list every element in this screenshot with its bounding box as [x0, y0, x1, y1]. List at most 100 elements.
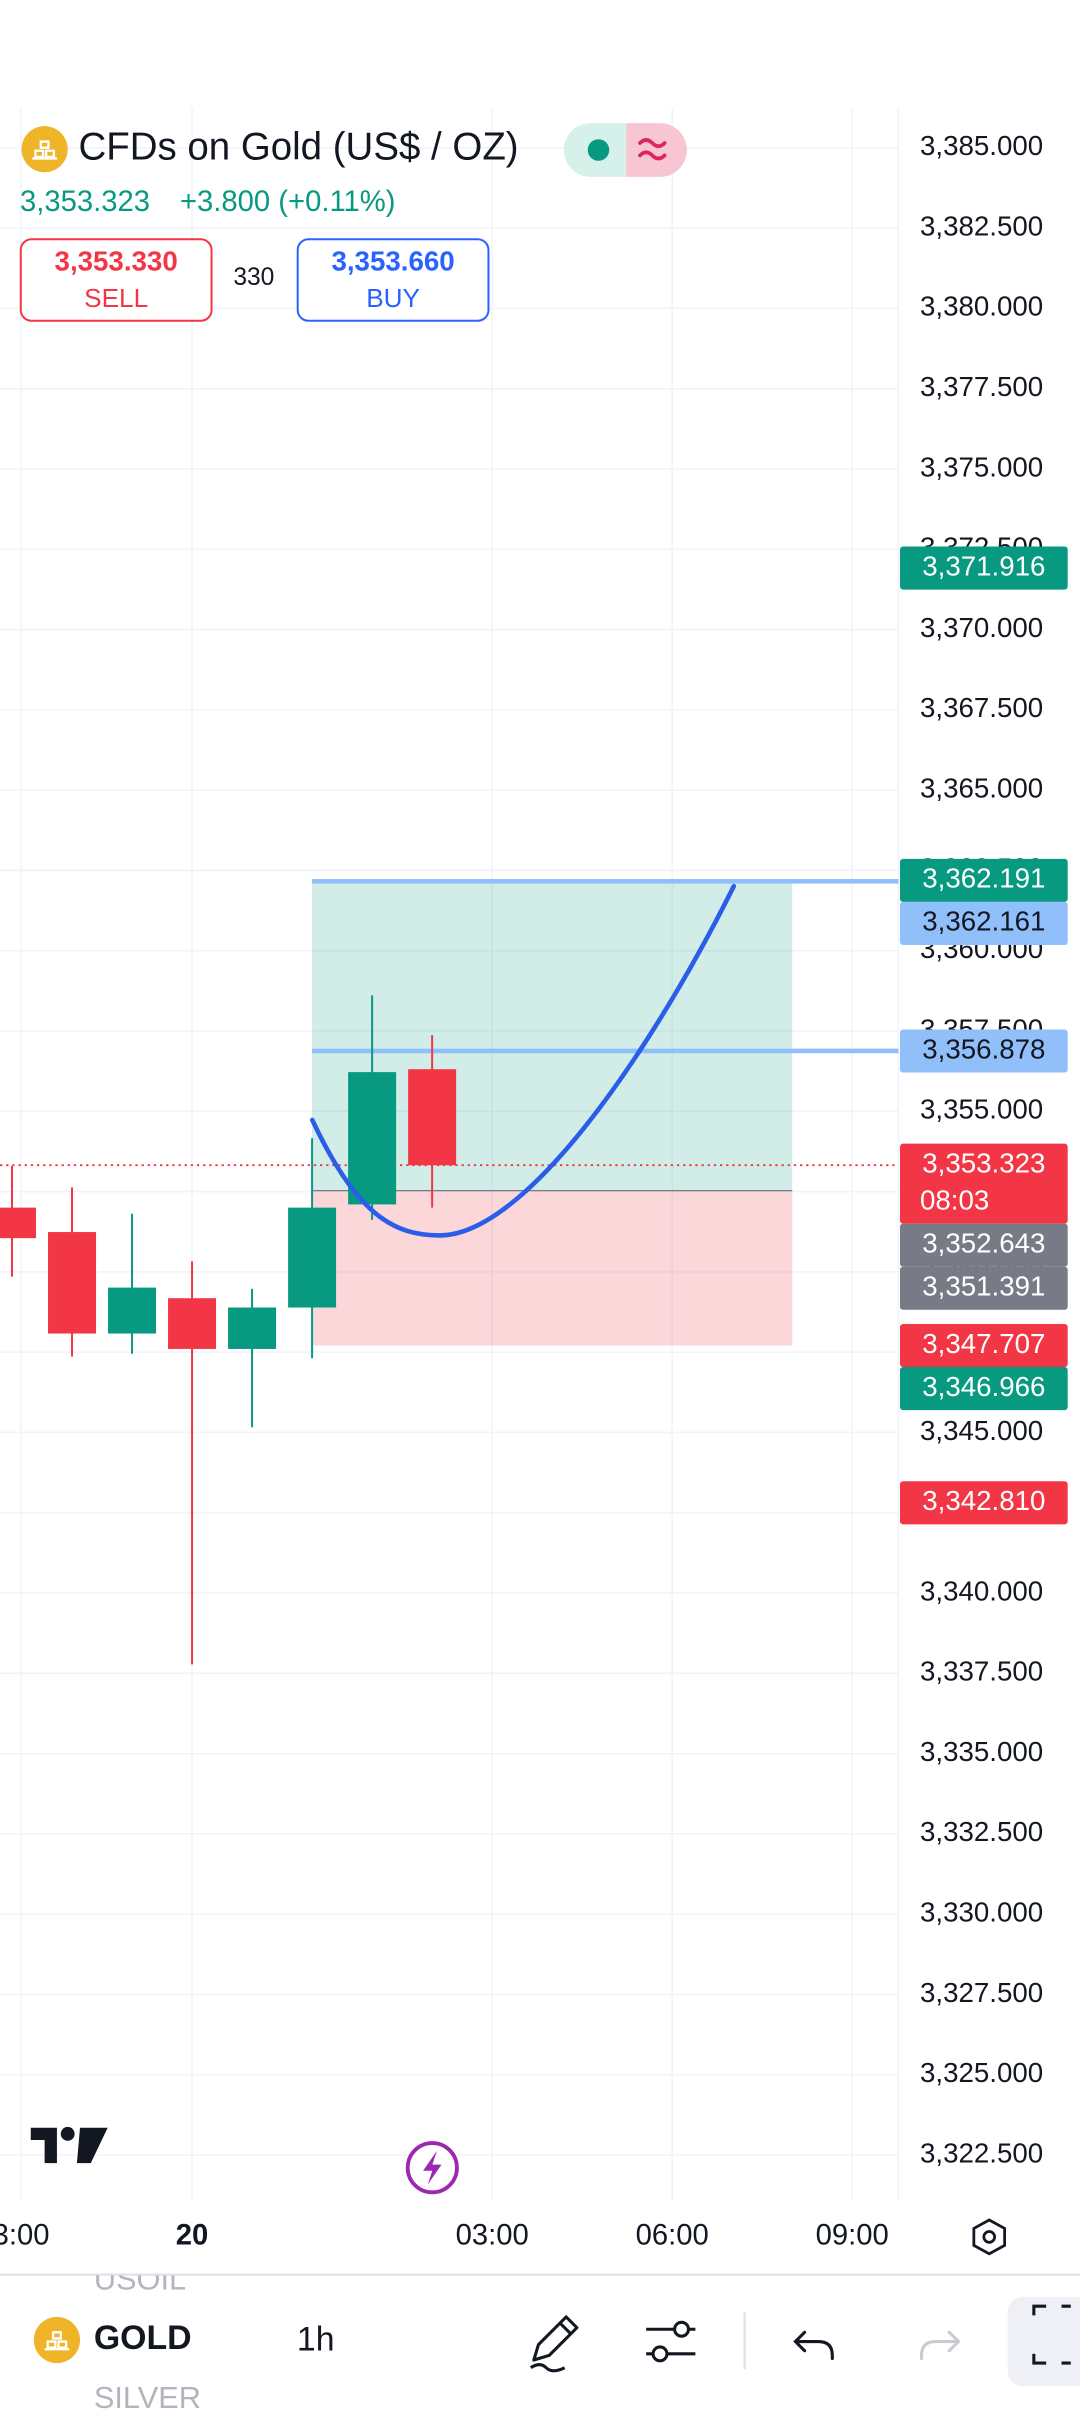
price-label	[900, 1029, 1068, 1073]
prev-symbol[interactable]: USOIL	[94, 2262, 186, 2297]
price-axis: 3,322.500 3,325.000 3,327.500 3,330.000 3,33…	[900, 130, 1068, 2168]
candle-body	[228, 1307, 277, 1349]
price-label-text: 3,362.191	[922, 863, 1045, 894]
candle-body	[108, 1287, 157, 1334]
x-tick-label: 20	[176, 2220, 209, 2252]
loss-zone	[312, 1190, 793, 1346]
sell-label: SELL	[84, 283, 148, 313]
price-label-text: 3,347.707	[922, 1328, 1045, 1359]
symbol-icon-glyph	[44, 2331, 70, 2351]
y-tick-label: 3,365.000	[920, 772, 1043, 803]
logo-part	[60, 2126, 75, 2141]
price-label-text: 3,342.810	[922, 1485, 1045, 1516]
candle-body	[288, 1207, 337, 1308]
y-tick-label: 3,345.000	[920, 1415, 1043, 1446]
indicators[interactable]	[646, 2320, 696, 2363]
price-label	[900, 1266, 1068, 1310]
tradingview-logo[interactable]	[30, 2126, 108, 2164]
price-label-text: 3,362.161	[922, 906, 1045, 937]
price-label-text: 3,352.643	[922, 1227, 1045, 1258]
candle-body	[408, 1069, 457, 1166]
drawing-curve[interactable]	[310, 883, 737, 1238]
y-tick-label: 3,380.000	[920, 291, 1043, 322]
logo-part	[30, 2127, 57, 2164]
delay-icon	[638, 138, 667, 161]
data-delay	[626, 123, 687, 177]
symbol-header[interactable]: CFDs on Gold (US$ / OZ)	[21, 125, 519, 173]
y-tick-label: 3,382.500	[920, 210, 1043, 241]
y-tick-label: 3,355.000	[920, 1094, 1043, 1125]
y-tick-label: 3,325.000	[920, 2057, 1043, 2088]
time-axis: 3:00 20 03:00 06:00 09:00	[0, 2220, 889, 2252]
price-label-text: 3,371.916	[922, 550, 1045, 581]
axis-settings[interactable]	[972, 2218, 1006, 2256]
y-tick-label: 3,367.500	[920, 692, 1043, 723]
price-label	[900, 858, 1068, 902]
x-tick-label: 09:00	[816, 2220, 889, 2252]
buy-label: BUY	[366, 283, 420, 313]
price-label	[900, 1367, 1068, 1411]
undo[interactable]	[793, 2330, 834, 2360]
price-label	[900, 1223, 1068, 1267]
candle-body	[48, 1232, 97, 1334]
y-tick-label: 3,340.000	[920, 1575, 1043, 1606]
buy-price: 3,353.660	[331, 245, 454, 276]
y-tick-label: 3,377.500	[920, 371, 1043, 402]
buy-button[interactable]: 3,353.660 BUY	[296, 238, 490, 322]
x-tick-label: 03:00	[456, 2220, 529, 2252]
fullscreen-button[interactable]	[1007, 2296, 1080, 2387]
price-label	[900, 1481, 1068, 1525]
fullscreen-icon	[1032, 2304, 1071, 2365]
y-tick-label: 3,370.000	[920, 612, 1043, 643]
candle-body	[348, 1072, 397, 1205]
pencil-stroke	[529, 2363, 566, 2373]
sell-button[interactable]: 3,353.330 SELL	[19, 238, 213, 322]
next-symbol[interactable]: SILVER	[94, 2380, 201, 2412]
settings-dot	[982, 2230, 996, 2244]
symbol-icon-glyph	[32, 140, 57, 160]
price-label-text: 3,356.878	[922, 1033, 1045, 1064]
symbol-icon	[21, 126, 68, 173]
price-change: +3.800 (+0.11%)	[180, 186, 396, 218]
price-label	[900, 1323, 1068, 1368]
market-open-dot	[587, 139, 610, 161]
toolbar: USOIL SILVER GOLD 1h	[33, 2262, 1080, 2412]
y-tick-label: 3,332.500	[920, 1816, 1043, 1847]
last-price: 3,353.323	[20, 186, 150, 218]
price-label-text: 3,346.966	[922, 1371, 1045, 1402]
logo-part	[76, 2127, 108, 2164]
draw-tool[interactable]	[529, 2315, 579, 2373]
candle-body	[168, 1298, 217, 1349]
y-tick-label: 3,327.500	[920, 1977, 1043, 2008]
flash-icon	[423, 2150, 442, 2185]
settings-hex	[972, 2218, 1006, 2256]
flash-button[interactable]	[405, 2141, 459, 2195]
spread: 330	[233, 264, 274, 291]
price-label	[900, 1143, 1068, 1224]
redo[interactable]	[919, 2330, 961, 2360]
toolbar-symbol[interactable]: GOLD	[94, 2319, 192, 2357]
y-tick-label: 3,375.000	[920, 451, 1043, 482]
y-tick-label: 3,330.000	[920, 1896, 1043, 1927]
symbol-icon	[33, 2316, 81, 2364]
buy-box	[296, 238, 490, 322]
sell-box	[19, 238, 213, 322]
y-tick-label: 3,335.000	[920, 1736, 1043, 1767]
slider-knob	[651, 2345, 669, 2363]
slider-knob	[673, 2320, 690, 2338]
y-tick-label: 3,337.500	[920, 1656, 1043, 1687]
grid	[0, 107, 900, 2200]
symbol-name: CFDs on Gold (US$ / OZ)	[78, 125, 518, 168]
interval[interactable]: 1h	[297, 2320, 335, 2358]
price-label	[900, 546, 1068, 590]
x-tick-label: 3:00	[0, 2220, 49, 2252]
sell-price: 3,353.330	[55, 245, 178, 276]
y-tick-label: 3,385.000	[920, 130, 1043, 161]
candle-body	[0, 1207, 37, 1239]
price-label-text: 3,353.323	[922, 1147, 1045, 1178]
x-tick-label: 06:00	[636, 2220, 709, 2252]
y-tick-label: 3,322.500	[920, 2137, 1043, 2168]
status-pill[interactable]	[563, 123, 687, 177]
